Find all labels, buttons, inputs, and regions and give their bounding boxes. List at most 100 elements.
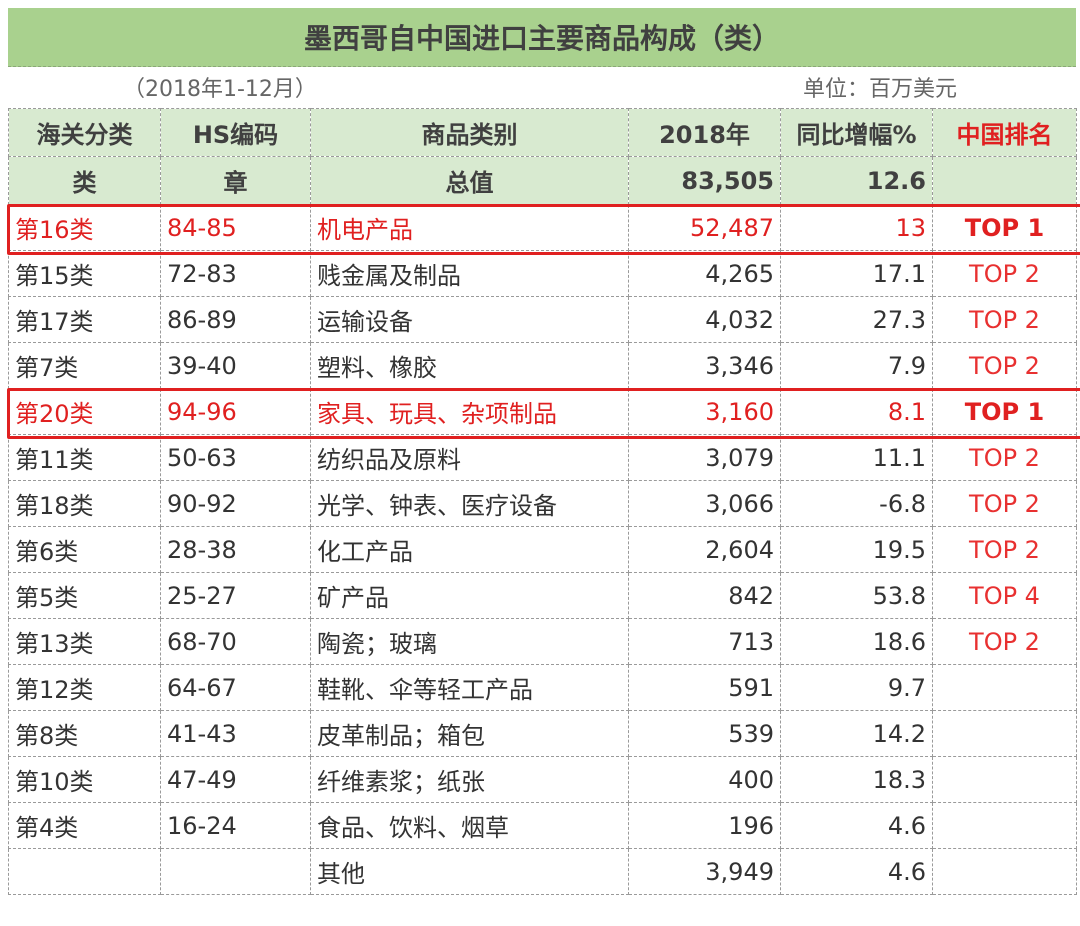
cell-hs: 84-85 <box>160 204 311 251</box>
header-name: 商品类别 <box>310 108 629 157</box>
total-rank <box>932 156 1077 205</box>
cell-growth: 18.6 <box>780 618 933 665</box>
subtitle-row: （2018年1-12月） 单位：百万美元 <box>8 66 1076 108</box>
cell-name: 贱金属及制品 <box>310 250 629 297</box>
cell-name: 食品、饮料、烟草 <box>310 802 629 849</box>
cell-category: 第11类 <box>8 434 161 481</box>
cell-name: 机电产品 <box>310 204 629 251</box>
cell-value: 400 <box>628 756 781 803</box>
cell-hs: 86-89 <box>160 296 311 343</box>
table-row: 其他 3,949 4.6 <box>8 848 1077 895</box>
cell-name: 陶瓷；玻璃 <box>310 618 629 665</box>
period-label: （2018年1-12月） <box>123 77 317 102</box>
cell-value: 713 <box>628 618 781 665</box>
cell-value: 3,066 <box>628 480 781 527</box>
commodity-table: 海关分类 HS编码 商品类别 2018年 同比增幅% 中国排名 类 章 总值 8… <box>8 108 1077 895</box>
cell-category: 第6类 <box>8 526 161 573</box>
cell-rank: TOP 2 <box>932 526 1077 573</box>
table-row: 第6类 28-38 化工产品 2,604 19.5 TOP 2 <box>8 526 1077 573</box>
cell-value: 842 <box>628 572 781 619</box>
cell-hs: 90-92 <box>160 480 311 527</box>
table-row: 第4类 16-24 食品、饮料、烟草 196 4.6 <box>8 802 1077 849</box>
table-row: 第17类 86-89 运输设备 4,032 27.3 TOP 2 <box>8 296 1077 343</box>
cell-growth: 17.1 <box>780 250 933 297</box>
cell-name: 矿产品 <box>310 572 629 619</box>
cell-growth: 4.6 <box>780 802 933 849</box>
table-row-highlighted: 第16类 84-85 机电产品 52,487 13 TOP 1 <box>8 204 1077 251</box>
cell-rank <box>932 710 1077 757</box>
cell-growth: 7.9 <box>780 342 933 389</box>
cell-name: 皮革制品；箱包 <box>310 710 629 757</box>
table-row-highlighted: 第20类 94-96 家具、玩具、杂项制品 3,160 8.1 TOP 1 <box>8 388 1077 435</box>
cell-rank: TOP 2 <box>932 296 1077 343</box>
table-row: 第8类 41-43 皮革制品；箱包 539 14.2 <box>8 710 1077 757</box>
cell-rank: TOP 1 <box>932 204 1077 251</box>
cell-name: 纺织品及原料 <box>310 434 629 481</box>
cell-rank: TOP 2 <box>932 342 1077 389</box>
table-row: 第18类 90-92 光学、钟表、医疗设备 3,066 -6.8 TOP 2 <box>8 480 1077 527</box>
cell-category: 第20类 <box>8 388 161 435</box>
cell-category: 第15类 <box>8 250 161 297</box>
cell-growth: 8.1 <box>780 388 933 435</box>
cell-name: 纤维素浆；纸张 <box>310 756 629 803</box>
cell-value: 591 <box>628 664 781 711</box>
cell-category: 第4类 <box>8 802 161 849</box>
table-row: 第12类 64-67 鞋靴、伞等轻工产品 591 9.7 <box>8 664 1077 711</box>
cell-hs: 94-96 <box>160 388 311 435</box>
cell-category: 第16类 <box>8 204 161 251</box>
cell-hs: 25-27 <box>160 572 311 619</box>
cell-growth: 19.5 <box>780 526 933 573</box>
header-hs: HS编码 <box>160 108 311 157</box>
cell-hs: 41-43 <box>160 710 311 757</box>
cell-growth: 11.1 <box>780 434 933 481</box>
cell-value: 3,079 <box>628 434 781 481</box>
total-growth: 12.6 <box>780 156 933 205</box>
cell-name: 鞋靴、伞等轻工产品 <box>310 664 629 711</box>
cell-rank <box>932 802 1077 849</box>
cell-category: 第12类 <box>8 664 161 711</box>
cell-value: 4,265 <box>628 250 781 297</box>
cell-hs: 39-40 <box>160 342 311 389</box>
table-row: 第11类 50-63 纺织品及原料 3,079 11.1 TOP 2 <box>8 434 1077 481</box>
header-value: 2018年 <box>628 108 781 157</box>
cell-value: 4,032 <box>628 296 781 343</box>
cell-value: 2,604 <box>628 526 781 573</box>
cell-rank: TOP 2 <box>932 618 1077 665</box>
cell-rank: TOP 1 <box>932 388 1077 435</box>
cell-category: 第18类 <box>8 480 161 527</box>
cell-rank: TOP 4 <box>932 572 1077 619</box>
table-row: 第13类 68-70 陶瓷；玻璃 713 18.6 TOP 2 <box>8 618 1077 665</box>
cell-rank: TOP 2 <box>932 250 1077 297</box>
cell-value: 3,160 <box>628 388 781 435</box>
unit-label: 单位：百万美元 <box>803 77 958 102</box>
cell-hs <box>160 848 311 895</box>
cell-hs: 72-83 <box>160 250 311 297</box>
cell-hs: 47-49 <box>160 756 311 803</box>
cell-hs: 64-67 <box>160 664 311 711</box>
cell-name: 化工产品 <box>310 526 629 573</box>
cell-rank: TOP 2 <box>932 480 1077 527</box>
cell-name: 运输设备 <box>310 296 629 343</box>
cell-growth: 9.7 <box>780 664 933 711</box>
cell-hs: 28-38 <box>160 526 311 573</box>
cell-growth: 27.3 <box>780 296 933 343</box>
cell-hs: 68-70 <box>160 618 311 665</box>
cell-growth: -6.8 <box>780 480 933 527</box>
table-row: 第15类 72-83 贱金属及制品 4,265 17.1 TOP 2 <box>8 250 1077 297</box>
cell-growth: 13 <box>780 204 933 251</box>
cell-name: 光学、钟表、医疗设备 <box>310 480 629 527</box>
total-name: 总值 <box>310 156 629 205</box>
cell-rank: TOP 2 <box>932 434 1077 481</box>
cell-growth: 53.8 <box>780 572 933 619</box>
table-row: 第5类 25-27 矿产品 842 53.8 TOP 4 <box>8 572 1077 619</box>
table-row: 第7类 39-40 塑料、橡胶 3,346 7.9 TOP 2 <box>8 342 1077 389</box>
cell-category <box>8 848 161 895</box>
cell-category: 第7类 <box>8 342 161 389</box>
cell-value: 3,346 <box>628 342 781 389</box>
total-row: 类 章 总值 83,505 12.6 <box>8 156 1077 205</box>
cell-rank <box>932 848 1077 895</box>
cell-value: 196 <box>628 802 781 849</box>
cell-category: 第13类 <box>8 618 161 665</box>
total-hs: 章 <box>160 156 311 205</box>
